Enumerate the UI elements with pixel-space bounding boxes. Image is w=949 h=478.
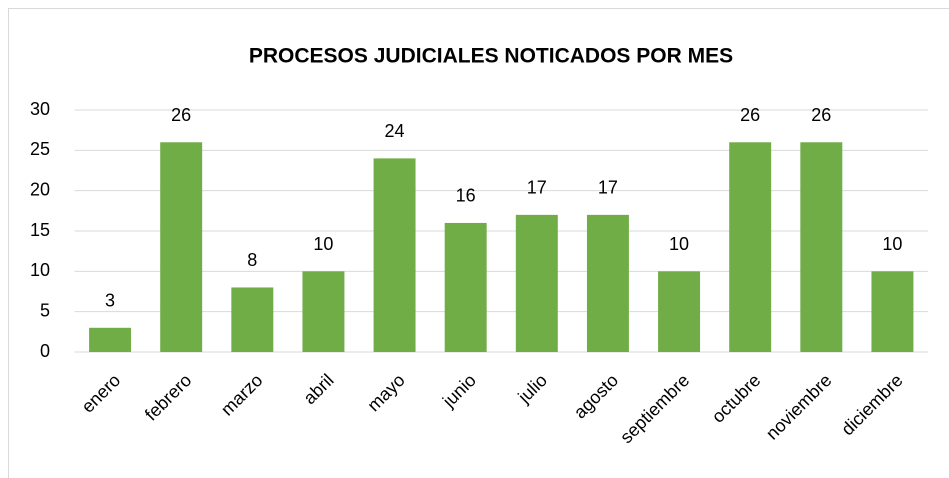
x-tick-label: octubre [708,370,765,427]
bar [658,271,701,352]
data-label: 16 [456,186,476,206]
data-label: 10 [669,234,689,254]
data-label: 17 [527,178,547,198]
data-label: 26 [811,105,831,125]
data-label: 8 [247,250,257,270]
y-tick-label: 20 [30,179,50,199]
bar [444,222,487,352]
data-label: 24 [385,121,405,141]
bar [871,271,914,352]
x-tick-label: febrero [141,370,195,424]
y-tick-label: 25 [30,139,50,159]
bar [160,142,203,352]
bar [515,214,558,352]
x-tick-label: diciembre [837,370,906,439]
data-label: 26 [740,105,760,125]
x-tick-label: marzo [217,370,267,420]
data-label: 3 [105,291,115,311]
bar [729,142,772,352]
y-tick-label: 15 [30,220,50,240]
bar [302,271,345,352]
x-tick-label: agosto [570,370,622,422]
y-tick-label: 30 [30,99,50,119]
x-tick-label: enero [78,370,125,417]
data-label: 26 [171,105,191,125]
bar [373,158,416,352]
data-label: 17 [598,178,618,198]
chart-border [8,8,949,478]
bar [586,214,629,352]
x-tick-label: mayo [363,370,408,415]
chart-title: PROCESOS JUDICIALES NOTICADOS POR MES [249,45,733,68]
y-tick-label: 5 [40,300,50,320]
data-label: 10 [882,234,902,254]
bar [89,327,132,352]
x-tick-label: junio [438,370,480,412]
x-tick-label: septiembre [616,370,693,447]
x-tick-label: noviembre [762,370,836,444]
x-tick-label: julio [514,370,551,407]
data-label: 10 [313,234,333,254]
bar [231,287,274,352]
y-tick-label: 10 [30,260,50,280]
y-tick-label: 0 [40,341,50,361]
bar [800,142,843,352]
x-tick-label: abril [299,370,337,408]
